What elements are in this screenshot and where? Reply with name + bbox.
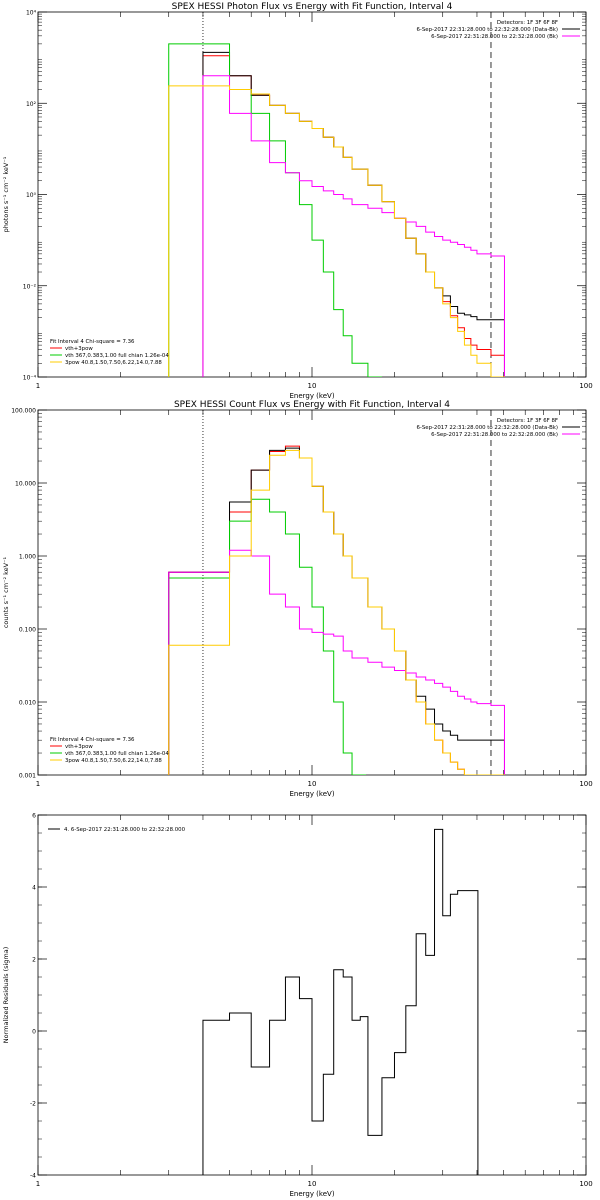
y-tick-label: 0.100 (19, 627, 36, 634)
data-layer (168, 410, 505, 775)
y-tick-label: -2 (30, 1101, 36, 1108)
legend-top-entry: 6-Sep-2017 22:31:28.000 to 22:32:28.000 … (431, 34, 558, 40)
y-tick-label: 10² (26, 101, 37, 108)
y-tick-label: 6 (32, 813, 36, 820)
series-line-3 (168, 498, 367, 775)
chart-title: SPEX HESSI Photon Flux vs Energy with Fi… (172, 2, 453, 12)
legend-bottom-entry: Fit Interval 4 Chi-square = 7.36 (50, 339, 135, 345)
y-tick-label: 10⁻² (23, 283, 37, 290)
y-tick-label: 0.010 (19, 700, 36, 707)
legend-bottom-entry: vth+3pow (65, 744, 93, 750)
x-axis-label: Energy (keV) (289, 392, 334, 400)
chart-panel-2: SPEX HESSI Count Flux vs Energy with Fit… (2, 400, 593, 798)
series-line-1 (202, 828, 479, 1175)
y-tick-label: -4 (30, 1173, 36, 1180)
y-tick-label: 10⁰ (26, 192, 37, 199)
series-line-5 (168, 85, 505, 377)
legend-residual-entry: 4. 6-Sep-2017 22:31:28.000 to 22:32:28.0… (64, 827, 186, 833)
x-tick-label: 100 (579, 1180, 592, 1188)
x-axis-label: Energy (keV) (289, 790, 334, 798)
x-tick-label: 1 (36, 382, 40, 390)
x-tick-label: 1 (36, 1180, 40, 1188)
plot-frame (37, 11, 587, 378)
chart-panel-3: 1 10 100 -4 -2 0 2 4 6 Energy (keV) Normalized Res… (2, 813, 593, 1199)
x-axis-label: Energy (keV) (289, 1190, 334, 1198)
series-line-1 (168, 445, 505, 775)
legend-top-entry: Detectors: 1F 3F 6F 8F (497, 20, 558, 26)
legend-bottom-entry: Fit Interval 4 Chi-square = 7.36 (50, 737, 135, 743)
x-tick-label: 10 (308, 1180, 317, 1188)
y-axis-label: photons s⁻¹ cm⁻² keV⁻¹ (2, 156, 10, 232)
series-line-3 (168, 43, 382, 377)
legend-bottom-entry: vth 367,0.383,1.00 full chian 1.26e-04 (65, 353, 169, 359)
legend-top-entry: 6-Sep-2017 22:31:28.000 to 22:32:28.000 … (416, 27, 558, 33)
x-tick-label: 100 (579, 780, 592, 788)
series-line-2 (168, 447, 505, 775)
x-tick-label: 1 (36, 780, 40, 788)
x-tick-label: 10 (308, 382, 317, 390)
y-tick-label: 10⁻⁴ (23, 375, 37, 382)
data-layer (168, 12, 505, 377)
y-tick-label: 100.000 (11, 408, 36, 415)
legend-top-entry: 6-Sep-2017 22:31:28.000 to 22:32:28.000 … (416, 425, 558, 431)
series-line-1 (202, 55, 505, 377)
y-tick-label: 2 (32, 957, 36, 964)
x-tick-label: 100 (579, 382, 592, 390)
y-tick-label: 0.001 (19, 773, 36, 780)
y-tick-label: 4 (32, 885, 36, 892)
y-tick-label: 0 (32, 1029, 36, 1036)
y-axis-label: Normalized Residuals (sigma) (2, 947, 10, 1044)
legend-bottom-entry: 3pow 40.8,1.50,7.50,6.22,14.0,7.88 (65, 360, 162, 366)
legend-bottom-entry: 3pow 40.8,1.50,7.50,6.22,14.0,7.88 (65, 758, 162, 764)
legend-bottom-entry: vth+3pow (65, 346, 93, 352)
legend-top-entry: Detectors: 1F 3F 6F 8F (497, 418, 558, 424)
legend-top-entry: 6-Sep-2017 22:31:28.000 to 22:32:28.000 … (431, 432, 558, 438)
x-tick-label: 10 (308, 780, 317, 788)
y-tick-label: 10.000 (15, 481, 36, 488)
y-tick-label: 10⁴ (26, 10, 37, 17)
y-axis-label: counts s⁻¹ cm⁻² keV⁻¹ (2, 556, 10, 628)
series-line-4 (168, 549, 505, 775)
series-line-5 (168, 449, 505, 775)
series-line-2 (202, 51, 505, 377)
legend-bottom-entry: vth 367,0.383,1.00 full chian 1.26e-04 (65, 751, 169, 757)
chart-panel-1: SPEX HESSI Photon Flux vs Energy with Fi… (2, 2, 593, 400)
data-layer (202, 828, 479, 1175)
y-tick-label: 1.000 (19, 554, 36, 561)
series-line-4 (202, 75, 505, 377)
chart-title: SPEX HESSI Count Flux vs Energy with Fit… (174, 400, 450, 410)
